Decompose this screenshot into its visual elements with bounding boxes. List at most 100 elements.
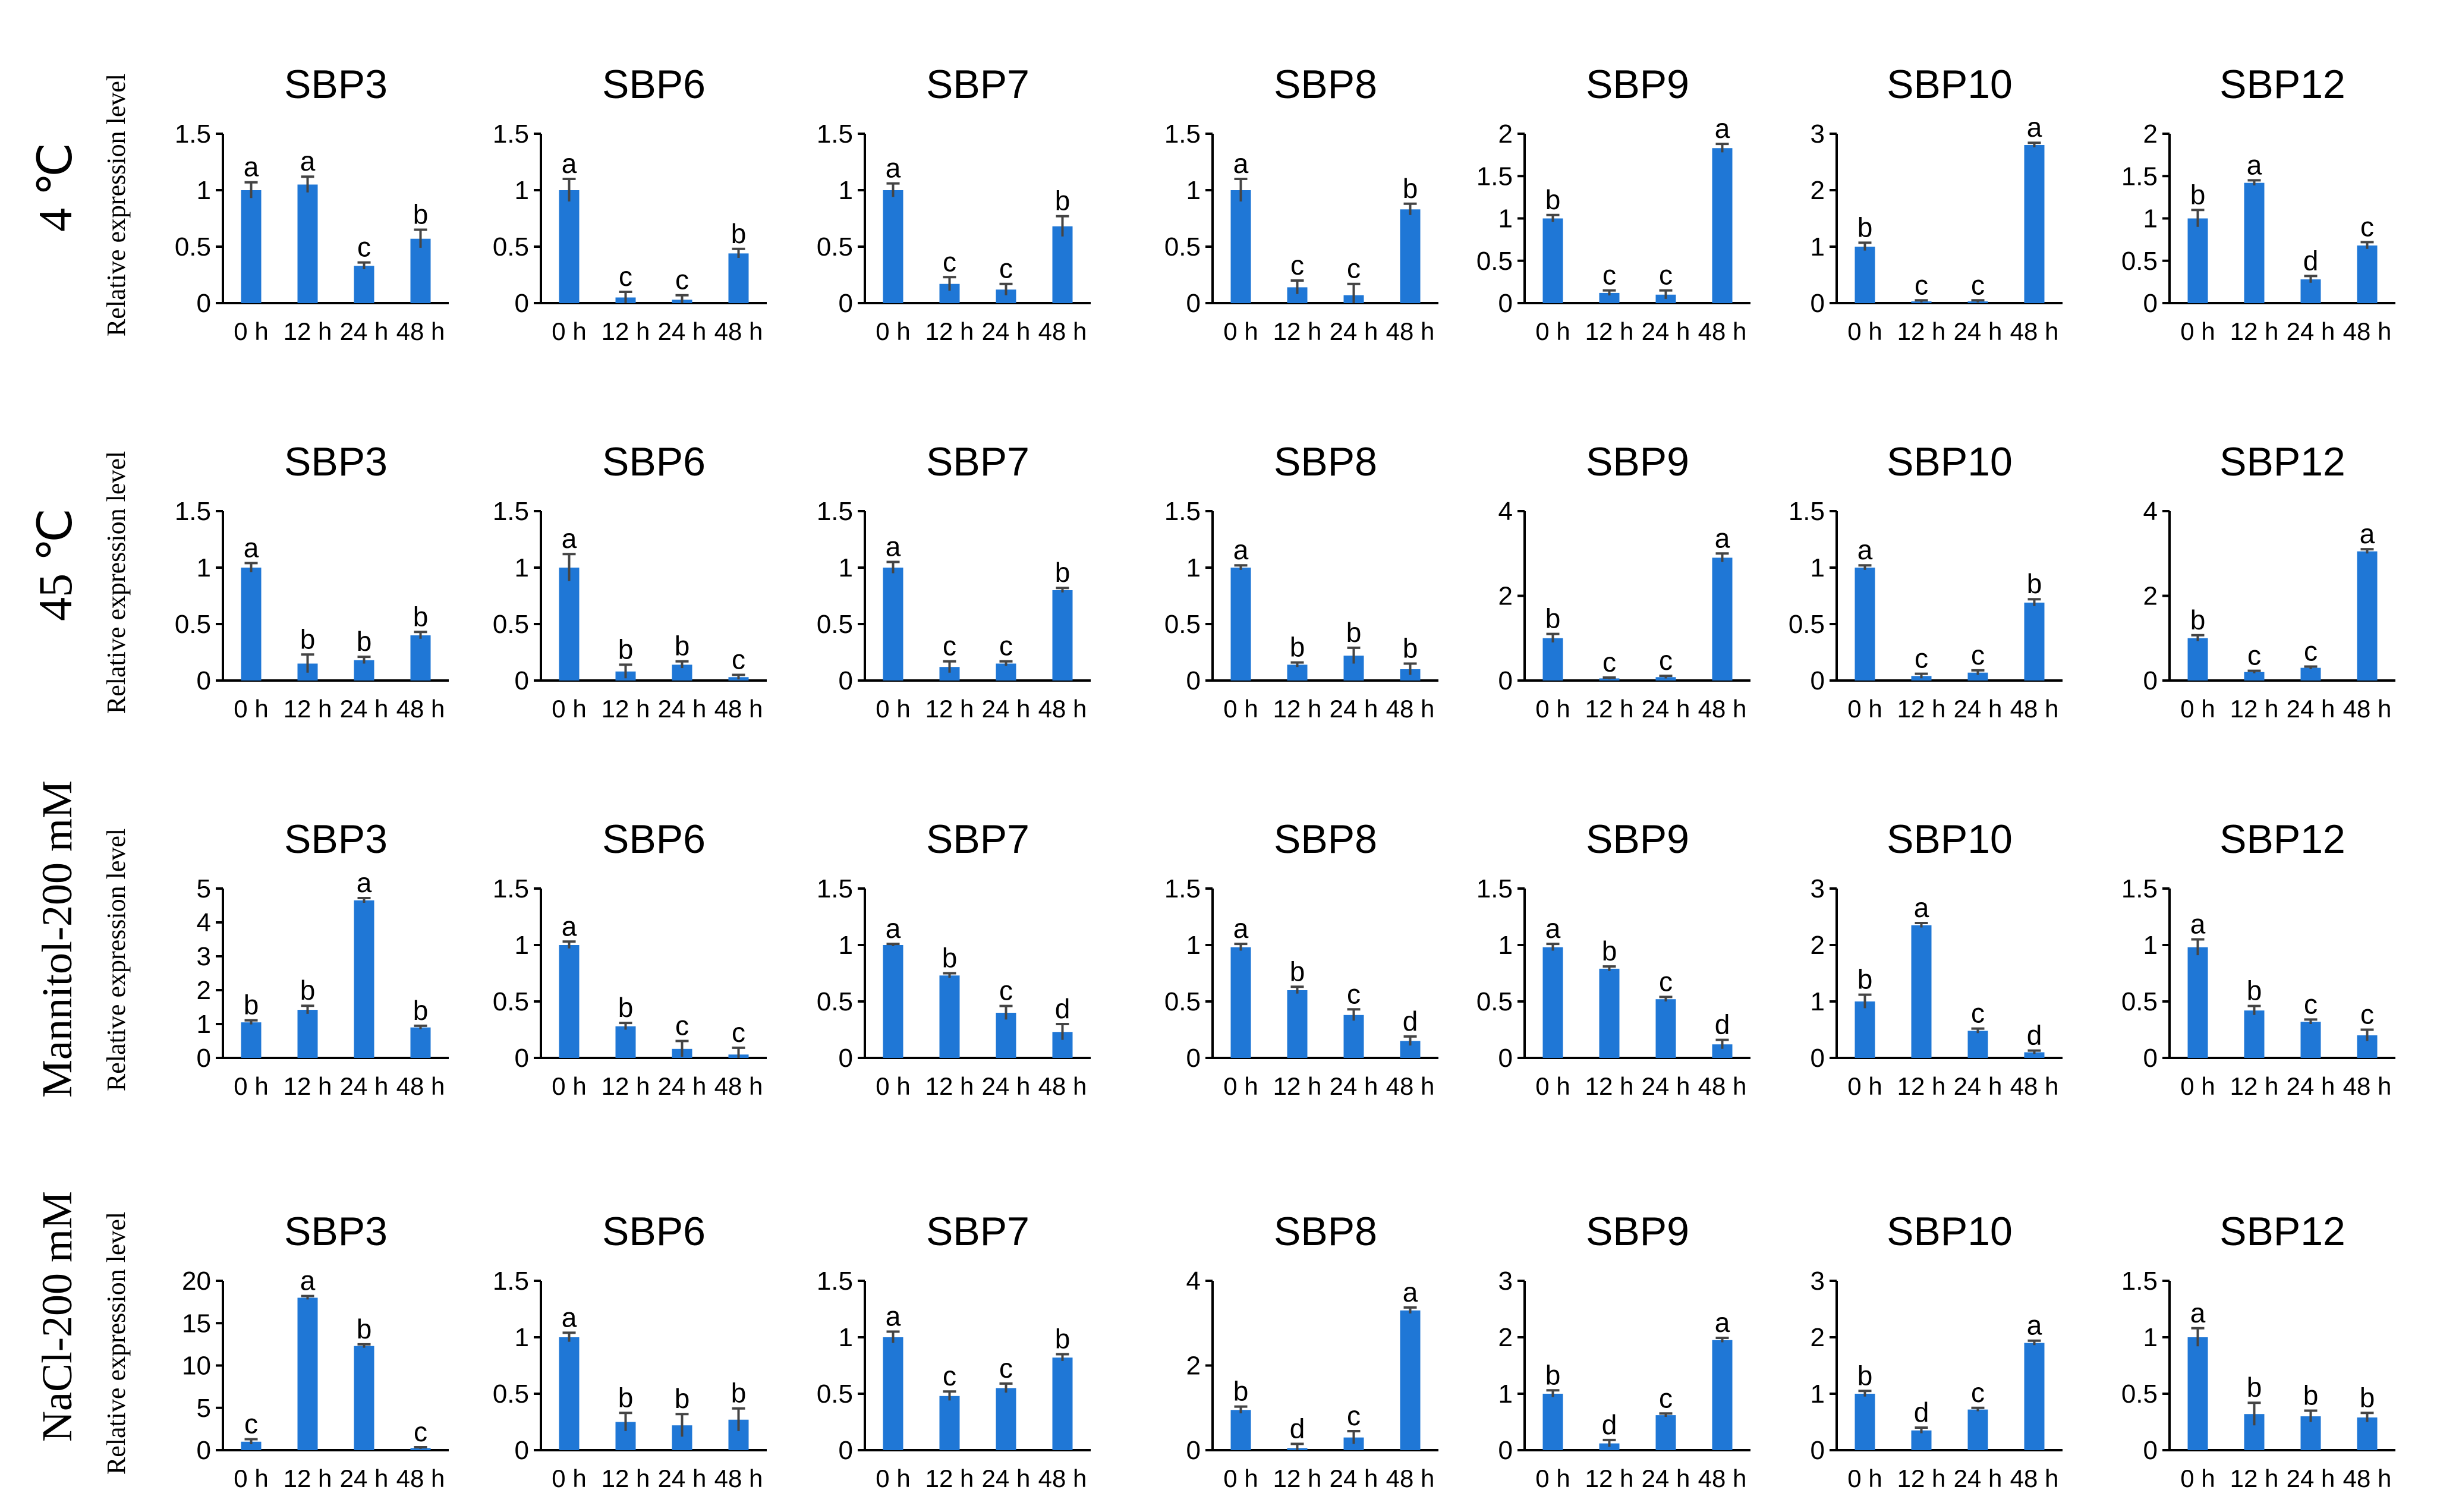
error-bar bbox=[357, 261, 371, 269]
x-tick-label: 0 h bbox=[2180, 317, 2215, 345]
panel-title: SBP12 bbox=[2219, 439, 2345, 484]
error-bar bbox=[732, 673, 745, 680]
y-tick-label: 1.5 bbox=[2121, 874, 2158, 903]
bar bbox=[410, 1448, 431, 1450]
y-tick-label: 4 bbox=[2143, 497, 2158, 526]
error-bar bbox=[244, 562, 258, 572]
error-bar bbox=[2027, 1339, 2041, 1346]
significance-letter: b bbox=[1857, 212, 1873, 242]
error-bar bbox=[1290, 985, 1304, 994]
x-tick-label: 0 h bbox=[876, 317, 910, 345]
significance-letter: a bbox=[886, 913, 901, 944]
x-tick-label: 0 h bbox=[552, 1072, 586, 1100]
y-tick-label: 1.5 bbox=[493, 497, 529, 526]
significance-letter: b bbox=[675, 1383, 690, 1414]
significance-letter: c bbox=[675, 1010, 689, 1041]
error-bar bbox=[1858, 993, 1872, 1009]
error-bar bbox=[1290, 661, 1304, 667]
significance-letter: d bbox=[2027, 1020, 2042, 1051]
panel-title: SBP6 bbox=[602, 1209, 706, 1254]
significance-letter: c bbox=[1915, 269, 1928, 300]
panel-title: SBP9 bbox=[1586, 439, 1689, 484]
x-tick-label: 12 h bbox=[284, 695, 332, 723]
significance-letter: c bbox=[732, 1017, 745, 1048]
significance-letter: b bbox=[413, 601, 429, 632]
y-tick-label: 1 bbox=[515, 553, 529, 582]
error-bar bbox=[943, 972, 956, 978]
error-bar bbox=[1602, 965, 1616, 971]
significance-letter: c bbox=[1659, 1382, 1673, 1413]
error-bar bbox=[301, 175, 314, 193]
x-tick-label: 48 h bbox=[2010, 317, 2059, 345]
x-tick-label: 24 h bbox=[658, 1464, 707, 1492]
panel-45-sbp9: SBP9 0 2 4 b 0 h c 12 h c 24 h a 48 h bbox=[1498, 439, 1750, 723]
bar bbox=[1712, 1340, 1733, 1450]
bar bbox=[410, 635, 431, 681]
x-tick-label: 12 h bbox=[2230, 317, 2279, 345]
significance-letter: b bbox=[1055, 557, 1071, 588]
y-tick-label: 1 bbox=[1186, 553, 1201, 582]
x-tick-label: 12 h bbox=[1897, 1464, 1946, 1492]
panel-title: SBP10 bbox=[1887, 1209, 2013, 1254]
panel-45-sbp12: SBP12 0 2 4 b 0 h c 12 h c 24 h a 48 h bbox=[2143, 439, 2395, 723]
bar bbox=[1287, 664, 1308, 681]
error-bar bbox=[1546, 213, 1560, 222]
y-tick-label: 2 bbox=[2143, 119, 2158, 149]
panel-title: SBP8 bbox=[1274, 817, 1377, 862]
y-tick-label: 4 bbox=[1186, 1267, 1201, 1296]
error-bar bbox=[1056, 215, 1069, 237]
bar bbox=[1230, 1410, 1251, 1450]
bar bbox=[1967, 672, 1988, 681]
significance-letter: c bbox=[1915, 643, 1928, 674]
panel-title: SBP9 bbox=[1586, 817, 1689, 862]
x-tick-label: 0 h bbox=[2180, 695, 2215, 723]
x-tick-label: 24 h bbox=[658, 317, 707, 345]
significance-letter: b bbox=[2190, 604, 2206, 635]
error-bar bbox=[999, 1382, 1013, 1393]
y-tick-label: 1 bbox=[1811, 553, 1825, 582]
error-bar bbox=[1659, 675, 1673, 679]
y-tick-label: 1 bbox=[2143, 204, 2158, 234]
error-bar bbox=[1056, 1353, 1069, 1361]
error-bar bbox=[562, 553, 576, 581]
error-bar bbox=[943, 276, 956, 291]
panel-45-sbp6: SBP6 0 0.5 1 1.5 a 0 h b 12 h b 24 h c 48 h bbox=[493, 439, 767, 723]
error-bar bbox=[2304, 275, 2318, 283]
error-bar bbox=[1915, 1426, 1928, 1434]
significance-letter: a bbox=[886, 153, 901, 184]
error-bar bbox=[732, 247, 745, 258]
y-tick-label: 15 bbox=[182, 1309, 211, 1338]
x-tick-label: 48 h bbox=[396, 1072, 445, 1100]
error-bar bbox=[1403, 662, 1417, 675]
error-bar bbox=[732, 1407, 745, 1431]
y-tick-label: 0 bbox=[1498, 1436, 1513, 1465]
x-tick-label: 48 h bbox=[1386, 317, 1435, 345]
x-tick-label: 48 h bbox=[2010, 695, 2059, 723]
error-bar bbox=[2191, 1327, 2205, 1347]
panel-4-sbp3: SBP3 0 0.5 1 1.5 a 0 h a 12 h c 24 h b 48 h bbox=[175, 62, 449, 345]
bar bbox=[1542, 638, 1563, 681]
x-tick-label: 24 h bbox=[2287, 695, 2335, 723]
y-tick-label: 0.5 bbox=[817, 987, 853, 1016]
error-bar bbox=[1056, 587, 1069, 593]
row-label-mannitol: Mannitol-200 mM bbox=[33, 780, 81, 1098]
error-bar bbox=[1234, 943, 1248, 951]
y-tick-label: 1.5 bbox=[817, 1267, 853, 1296]
significance-letter: c bbox=[244, 1408, 258, 1439]
x-tick-label: 12 h bbox=[1585, 317, 1634, 345]
x-tick-label: 48 h bbox=[1698, 1072, 1747, 1100]
bar bbox=[2244, 1010, 2265, 1058]
y-tick-label: 4 bbox=[1498, 497, 1513, 526]
x-tick-label: 24 h bbox=[2287, 1072, 2335, 1100]
y-tick-label: 1.5 bbox=[1476, 874, 1513, 903]
x-tick-label: 48 h bbox=[1698, 317, 1747, 345]
y-tick-label: 0 bbox=[515, 289, 529, 318]
x-tick-label: 12 h bbox=[1897, 1072, 1946, 1100]
error-bar bbox=[357, 656, 371, 664]
x-tick-label: 24 h bbox=[658, 695, 707, 723]
error-bar bbox=[886, 182, 900, 197]
panel-title: SBP3 bbox=[284, 1209, 388, 1254]
x-tick-label: 12 h bbox=[925, 1072, 974, 1100]
y-tick-label: 1 bbox=[515, 176, 529, 205]
y-axis-labels: Relative expression level Relative expre… bbox=[102, 74, 131, 1475]
